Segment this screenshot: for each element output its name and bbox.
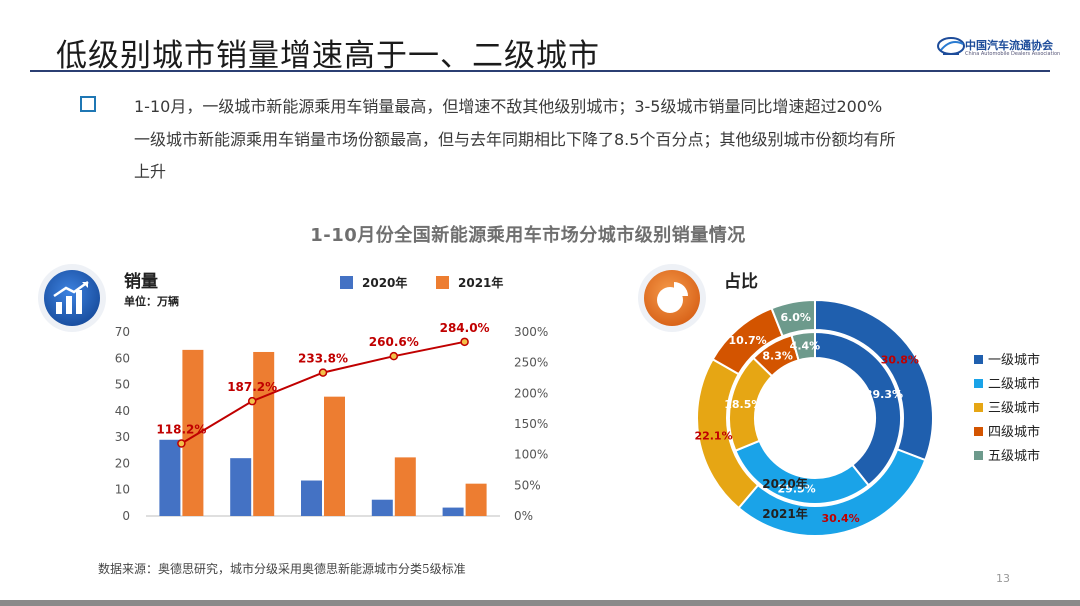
ring-label-2020: 2020年 <box>762 476 807 491</box>
y2-tick-label: 50% <box>514 478 541 492</box>
slide-title: 低级别城市销量增速高于一、二级城市 <box>56 38 600 74</box>
legend-swatch-二级城市 <box>974 379 983 388</box>
y2-tick-label: 200% <box>514 386 548 400</box>
bottom-bar <box>0 600 1080 606</box>
y-tick-label: 40 <box>115 404 130 418</box>
donut-label: 6.0% <box>780 311 811 324</box>
bar-chart-title: 销量 <box>124 271 158 292</box>
legend-swatch-三级城市 <box>974 403 983 412</box>
chart-title: 1-10月份全国新能源乘用车市场分城市级别销量情况 <box>310 225 746 246</box>
y-tick-label: 10 <box>115 483 130 497</box>
y2-tick-label: 150% <box>514 417 548 431</box>
bar-2020-三级城市 <box>301 480 322 516</box>
logo-subtitle: China Automobile Dealers Association <box>965 51 1061 57</box>
donut-label: 10.7% <box>729 334 767 347</box>
donut-label: 30.4% <box>822 512 860 525</box>
donut-label: 30.8% <box>881 354 919 367</box>
legend-swatch-2021年 <box>436 276 449 289</box>
legend-label-2020年: 2020年 <box>362 275 407 290</box>
donut-label: 22.1% <box>694 430 732 443</box>
y-tick-label: 50 <box>115 378 130 392</box>
bar-2021-一级城市 <box>182 349 204 516</box>
share-chart: 占比 39.3% 29.5% 18.5% 8.3%4.4% 30.8% 30.4% 22.1… <box>638 264 1040 537</box>
y2-tick-label: 250% <box>514 356 548 370</box>
chart-pie-icon <box>638 264 706 332</box>
bar-2020-二级城市 <box>230 458 252 516</box>
bullet-line-1: 1-10月，一级城市新能源乘用车销量最高，但增速不敌其他级别城市；3-5级城市销… <box>134 97 883 116</box>
donut-slice-2021年-五级城市 <box>770 298 816 338</box>
legend-swatch-四级城市 <box>974 427 983 436</box>
y-tick-label: 60 <box>115 351 130 365</box>
y-tick-label: 0 <box>122 509 130 523</box>
data-source: 数据来源：奥德思研究，城市分级采用奥德思新能源城市分类5级标准 <box>98 562 466 576</box>
y2-tick-label: 300% <box>514 325 548 339</box>
donut-slice-2020年-五级城市 <box>790 330 816 362</box>
title-divider <box>30 70 1050 72</box>
legend-label-二级城市: 二级城市 <box>988 376 1040 392</box>
legend-label-2021年: 2021年 <box>458 275 503 290</box>
growth-point <box>389 351 399 361</box>
donut-label: 4.4% <box>790 340 821 353</box>
donut-slice-2020年-一级城市 <box>814 330 902 487</box>
donut-label: 39.3% <box>865 388 903 401</box>
y-tick-label: 70 <box>115 325 130 339</box>
y-tick-label: 20 <box>115 456 130 470</box>
donut-label: 29.5% <box>778 483 816 496</box>
y2-tick-label: 100% <box>514 448 548 462</box>
growth-label: 118.2% <box>156 423 206 437</box>
growth-label: 284.0% <box>440 321 490 335</box>
y-tick-label: 30 <box>115 430 130 444</box>
bar-chart-unit: 单位：万辆 <box>124 294 179 308</box>
bar-2021-四级城市 <box>394 457 416 516</box>
legend-label-五级城市: 五级城市 <box>988 448 1040 464</box>
legend-label-一级城市: 一级城市 <box>988 352 1040 368</box>
bullet-checkbox-icon <box>80 96 96 112</box>
y2-tick-label: 0% <box>514 509 533 523</box>
legend-label-三级城市: 三级城市 <box>988 400 1040 416</box>
growth-point <box>247 396 257 406</box>
donut-label: 18.5% <box>724 398 762 411</box>
bar-2021-三级城市 <box>324 396 345 516</box>
chart-growth-icon <box>38 264 106 332</box>
donut-label: 8.3% <box>762 349 793 362</box>
bar-2020-四级城市 <box>371 499 393 516</box>
pie-chart-title: 占比 <box>724 271 758 292</box>
growth-point <box>318 368 328 377</box>
legend-label-四级城市: 四级城市 <box>988 424 1040 440</box>
bar-2021-二级城市 <box>253 351 275 516</box>
page-number: 13 <box>996 572 1010 585</box>
growth-label: 187.2% <box>227 380 277 394</box>
growth-point <box>460 337 469 347</box>
cada-logo-icon <box>937 37 965 55</box>
sales-chart: 销量 单位：万辆 2020年 2021年 0 10 20 30 40 50 60 70 0% 50%… <box>38 264 548 523</box>
ring-label-2021: 2021年 <box>762 506 807 521</box>
bar-2020-五级城市 <box>442 507 464 516</box>
bullet-line-2: 一级城市新能源乘用车销量市场份额最高，但与去年同期相比下降了8.5个百分点；其他… <box>134 130 896 149</box>
growth-label: 260.6% <box>369 335 419 349</box>
bar-2020-一级城市 <box>159 439 181 516</box>
legend-swatch-一级城市 <box>974 355 983 364</box>
legend-swatch-2020年 <box>340 276 353 289</box>
logo-name: 中国汽车流通协会 <box>965 39 1053 52</box>
growth-point <box>177 439 186 448</box>
legend-swatch-五级城市 <box>974 451 983 460</box>
bar-2021-五级城市 <box>465 483 487 516</box>
growth-label: 233.8% <box>298 352 348 366</box>
bullet-line-3: 上升 <box>134 162 167 181</box>
